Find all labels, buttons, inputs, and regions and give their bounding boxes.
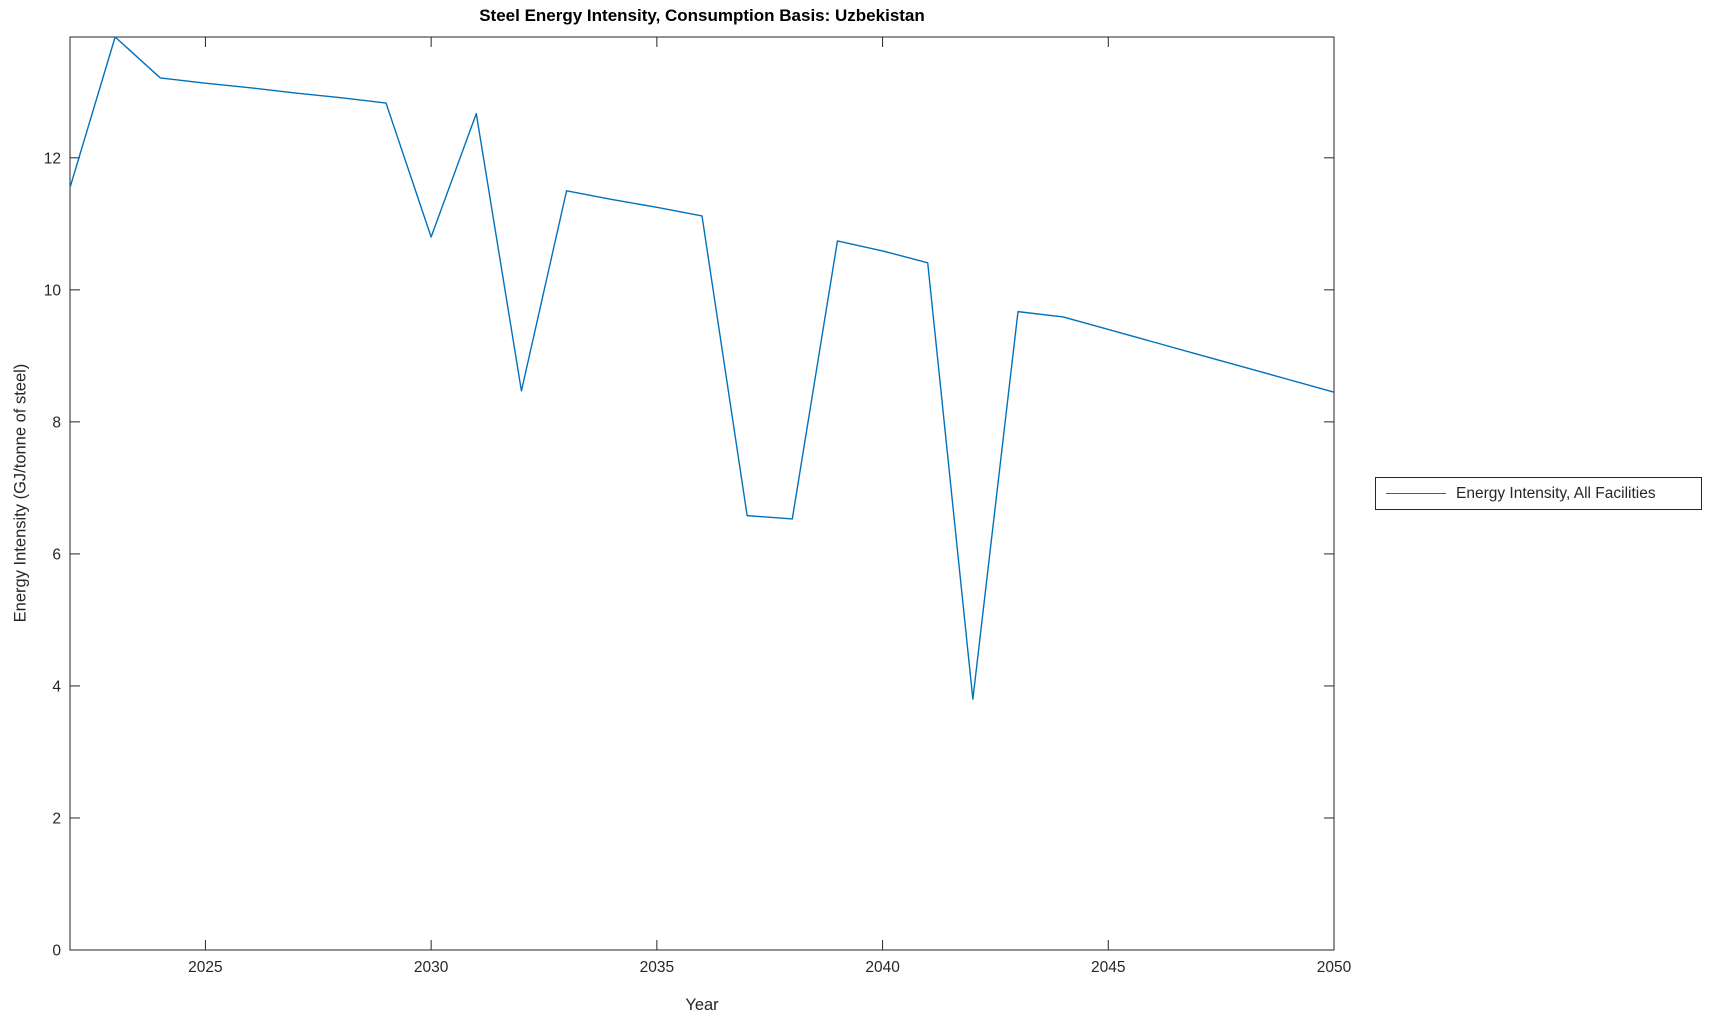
x-axis-label: Year — [685, 996, 719, 1014]
y-tick-label: 8 — [52, 414, 61, 431]
legend-line-sample — [1386, 493, 1446, 494]
y-tick-label: 10 — [44, 282, 62, 299]
axes-box — [69, 36, 1335, 951]
x-tick-label: 2045 — [1091, 959, 1125, 976]
y-tick-label: 6 — [52, 546, 61, 563]
y-tick-label: 2 — [52, 810, 61, 827]
y-tick-label: 4 — [52, 678, 61, 695]
legend-series-label: Energy Intensity, All Facilities — [1456, 484, 1656, 502]
x-tick-label: 2050 — [1317, 959, 1352, 976]
y-axis-label: Energy Intensity (GJ/tonne of steel) — [11, 363, 30, 623]
x-tick-label: 2040 — [865, 959, 900, 976]
x-tick-label: 2035 — [640, 959, 674, 976]
y-tick-label: 0 — [52, 943, 61, 960]
legend: Energy Intensity, All Facilities — [1375, 477, 1702, 510]
chart-title: Steel Energy Intensity, Consumption Basi… — [479, 6, 925, 25]
data-line-energy-intensity — [69, 36, 1335, 700]
x-tick-label: 2025 — [188, 959, 222, 976]
x-tick-label: 2030 — [414, 959, 449, 976]
y-tick-label: 12 — [44, 150, 61, 167]
